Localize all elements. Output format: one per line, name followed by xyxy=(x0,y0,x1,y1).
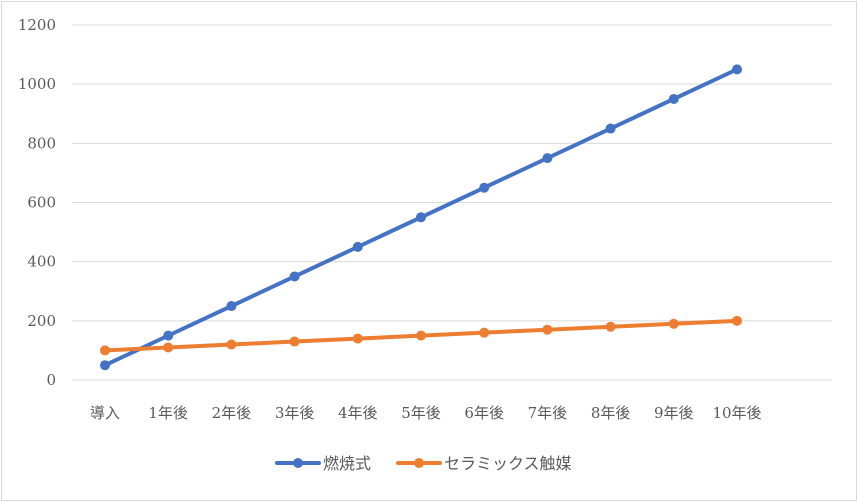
y-tick-label: 1000 xyxy=(18,75,56,93)
x-tick-label: 4年後 xyxy=(338,404,378,422)
data-point xyxy=(732,315,742,326)
legend-item-2: セラミックス触媒 xyxy=(396,454,572,473)
x-tick-label: 導入 xyxy=(90,404,120,422)
data-point xyxy=(352,241,363,252)
y-tick-label: 200 xyxy=(27,312,56,330)
x-tick-label: 10年後 xyxy=(712,404,761,422)
data-point xyxy=(668,318,679,329)
x-tick-label: 8年後 xyxy=(591,404,631,422)
data-point xyxy=(668,93,679,104)
data-point xyxy=(163,342,174,353)
data-point xyxy=(416,212,426,223)
y-axis-tick-labels: 0 200 400 600 800 1000 1200 xyxy=(18,16,56,389)
data-point xyxy=(479,327,490,338)
data-point xyxy=(289,336,300,347)
x-tick-label: 6年後 xyxy=(464,404,504,422)
y-tick-label: 0 xyxy=(46,371,56,389)
x-tick-label: 5年後 xyxy=(401,404,441,422)
data-point xyxy=(542,324,553,335)
series-group xyxy=(100,64,742,371)
legend-label: 燃焼式 xyxy=(323,454,371,473)
legend: 燃焼式 セラミックス触媒 xyxy=(275,454,572,473)
data-point xyxy=(732,64,742,75)
x-tick-label: 7年後 xyxy=(528,404,568,422)
data-point xyxy=(163,330,174,341)
data-point xyxy=(479,182,490,193)
data-point xyxy=(416,330,426,341)
legend-swatch-marker xyxy=(414,458,424,468)
data-point xyxy=(605,321,616,332)
x-tick-label: 3年後 xyxy=(275,404,315,422)
legend-label: セラミックス触媒 xyxy=(444,454,572,473)
y-tick-label: 400 xyxy=(27,253,56,271)
data-point xyxy=(352,333,363,344)
y-tick-label: 1200 xyxy=(18,16,56,34)
x-tick-label: 1年後 xyxy=(148,404,188,422)
x-axis-tick-labels: 導入 1年後 2年後 3年後 4年後 5年後 6年後 7年後 8年後 9年後 10年後 xyxy=(90,404,762,422)
series-1 xyxy=(100,64,742,371)
data-point xyxy=(100,360,110,371)
legend-item-1: 燃焼式 xyxy=(275,454,371,473)
y-tick-label: 800 xyxy=(27,134,56,152)
x-tick-label: 9年後 xyxy=(654,404,694,422)
data-point xyxy=(605,123,616,134)
series-2 xyxy=(100,315,742,356)
data-point xyxy=(226,339,237,350)
data-point xyxy=(100,345,110,356)
data-point xyxy=(289,271,300,282)
legend-swatch-marker xyxy=(293,458,303,468)
y-tick-label: 600 xyxy=(27,194,56,212)
data-point xyxy=(226,301,237,312)
x-tick-label: 2年後 xyxy=(212,404,252,422)
data-point xyxy=(542,153,553,164)
